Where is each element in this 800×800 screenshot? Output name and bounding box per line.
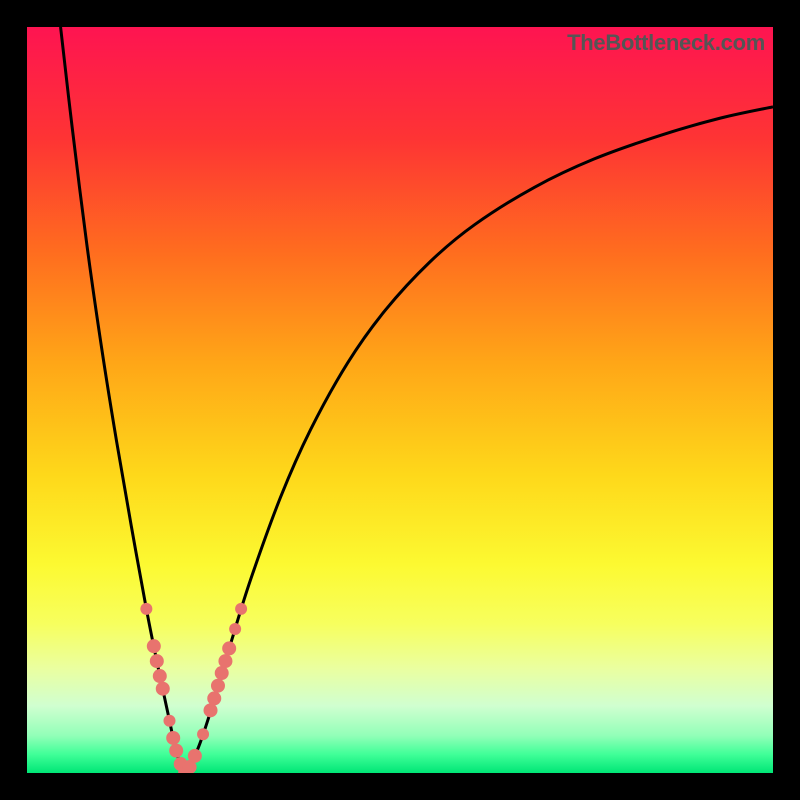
data-markers bbox=[140, 603, 247, 773]
data-marker bbox=[207, 691, 221, 705]
outer-frame: TheBottleneck.com bbox=[0, 0, 800, 800]
data-marker bbox=[229, 623, 241, 635]
plot-area: TheBottleneck.com bbox=[27, 27, 773, 773]
data-marker bbox=[235, 603, 247, 615]
data-marker bbox=[166, 731, 180, 745]
data-marker bbox=[140, 603, 152, 615]
data-marker bbox=[211, 679, 225, 693]
data-marker bbox=[150, 654, 164, 668]
data-marker bbox=[222, 641, 236, 655]
data-marker bbox=[153, 669, 167, 683]
data-marker bbox=[188, 749, 202, 763]
data-marker bbox=[218, 654, 232, 668]
data-marker bbox=[156, 682, 170, 696]
data-marker bbox=[204, 703, 218, 717]
data-marker bbox=[163, 715, 175, 727]
curve-line bbox=[61, 27, 773, 773]
data-marker bbox=[169, 744, 183, 758]
data-marker bbox=[215, 666, 229, 680]
data-marker bbox=[197, 728, 209, 740]
data-marker bbox=[147, 639, 161, 653]
bottleneck-curve bbox=[27, 27, 773, 773]
